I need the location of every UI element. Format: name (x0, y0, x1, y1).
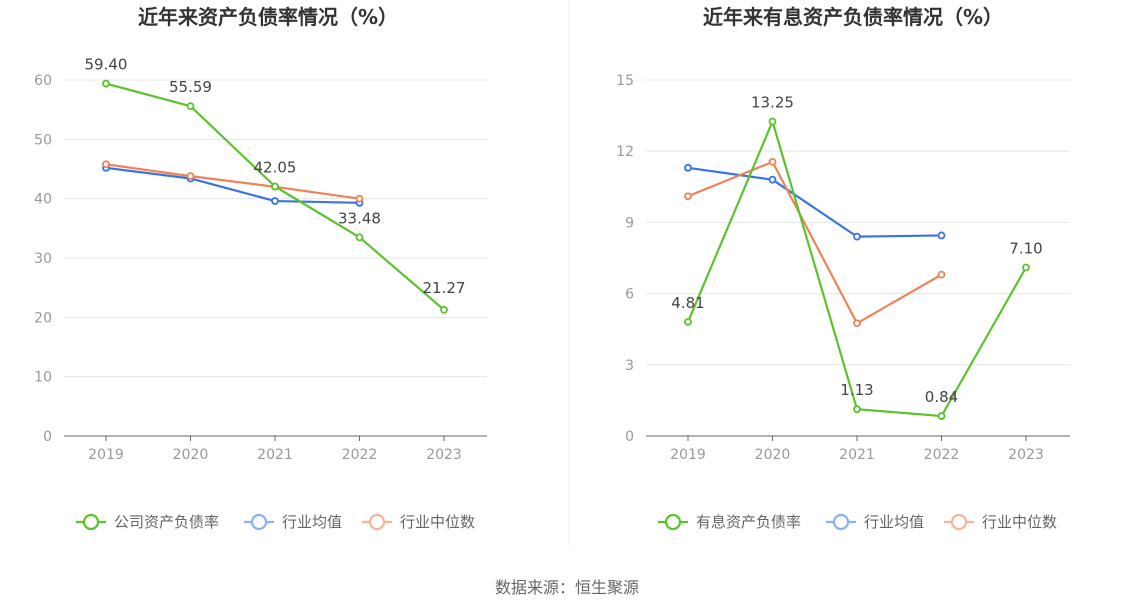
chart-right: 近年来有息资产负债率情况（%） 0 3 6 9 12 15 2019 2020 2021 2022 2… (616, 5, 1070, 531)
x-tick-label: 2019 (670, 447, 706, 463)
x-tick-label: 2022 (342, 447, 378, 463)
data-point[interactable] (684, 163, 692, 172)
data-point[interactable] (937, 270, 946, 279)
legend-swatch-marker (950, 513, 968, 531)
data-label: 42.05 (254, 159, 297, 177)
y-tick-label: 30 (34, 251, 52, 267)
data-point[interactable] (186, 102, 195, 111)
x-tick-label: 2020 (173, 447, 209, 463)
legend-item[interactable]: 行业均值 (282, 513, 342, 531)
series-line (686, 120, 1027, 418)
y-tick-label: 9 (625, 215, 634, 231)
data-point[interactable] (102, 79, 110, 88)
y-tick-label: 12 (616, 144, 634, 160)
legend-swatch-marker (82, 513, 100, 531)
y-tick-label: 0 (625, 429, 634, 445)
legend-item[interactable]: 行业中位数 (400, 513, 475, 531)
y-tick-label: 15 (616, 73, 634, 89)
series-line (105, 163, 360, 200)
y-tick-label: 0 (43, 429, 52, 445)
x-tick-label: 2021 (257, 447, 293, 463)
source-note: 数据来源：恒生聚源 (495, 578, 639, 597)
legend-swatch-marker (664, 513, 682, 531)
data-label: 4.81 (671, 294, 704, 312)
y-tick-label: 50 (34, 132, 52, 148)
data-label: 55.59 (169, 78, 212, 96)
data-label: 7.10 (1009, 239, 1042, 257)
legend-swatch-marker (832, 513, 850, 531)
legend-item[interactable]: 行业中位数 (982, 513, 1057, 531)
data-point[interactable] (1022, 263, 1030, 272)
data-point[interactable] (355, 233, 364, 242)
data-point[interactable] (271, 197, 279, 205)
series-line (687, 166, 942, 238)
x-tick-label: 2023 (1008, 447, 1044, 463)
data-point[interactable] (684, 192, 692, 201)
data-point[interactable] (684, 317, 692, 326)
x-tick-label: 2019 (88, 447, 124, 463)
data-label: 21.27 (423, 279, 466, 297)
data-point[interactable] (768, 175, 777, 184)
data-label: 0.84 (925, 388, 958, 406)
chart-left: 近年来资产负债率情况（%） 0 10 20 30 40 50 60 2019 2020 2021 20… (34, 5, 487, 531)
x-tick-label: 2023 (426, 447, 462, 463)
data-point[interactable] (102, 160, 110, 169)
data-point[interactable] (271, 182, 279, 191)
data-point[interactable] (853, 232, 861, 241)
chart-title: 近年来资产负债率情况（%） (138, 5, 398, 29)
x-tick-label: 2021 (839, 447, 875, 463)
y-tick-label: 6 (625, 287, 634, 303)
data-label: 33.48 (338, 209, 381, 227)
x-tick-label: 2020 (755, 447, 791, 463)
data-label: 13.25 (751, 94, 794, 112)
y-tick-label: 40 (34, 192, 52, 208)
data-label: 59.40 (85, 56, 128, 74)
data-point[interactable] (186, 172, 195, 181)
data-point[interactable] (853, 319, 861, 328)
legend-item[interactable]: 有息资产负债率 (696, 513, 801, 531)
legend-swatch-marker (368, 513, 386, 531)
legend-item[interactable]: 行业均值 (864, 513, 924, 531)
data-label: 1.13 (840, 381, 873, 399)
y-tick-label: 20 (34, 310, 52, 326)
data-point[interactable] (768, 157, 777, 166)
series-line (105, 82, 445, 311)
data-point[interactable] (937, 231, 946, 240)
data-point[interactable] (937, 412, 946, 420)
data-point[interactable] (355, 194, 364, 203)
data-point[interactable] (853, 405, 861, 414)
y-tick-label: 60 (34, 73, 52, 89)
y-tick-label: 3 (625, 358, 634, 374)
data-point[interactable] (768, 117, 777, 126)
y-tick-label: 10 (34, 370, 52, 386)
data-point[interactable] (440, 305, 448, 314)
legend-swatch-marker (250, 513, 268, 531)
legend-item[interactable]: 公司资产负债率 (114, 513, 219, 531)
series-line (687, 160, 943, 325)
x-tick-label: 2022 (924, 447, 960, 463)
chart-title: 近年来有息资产负债率情况（%） (703, 5, 1003, 29)
series-line (105, 166, 360, 204)
